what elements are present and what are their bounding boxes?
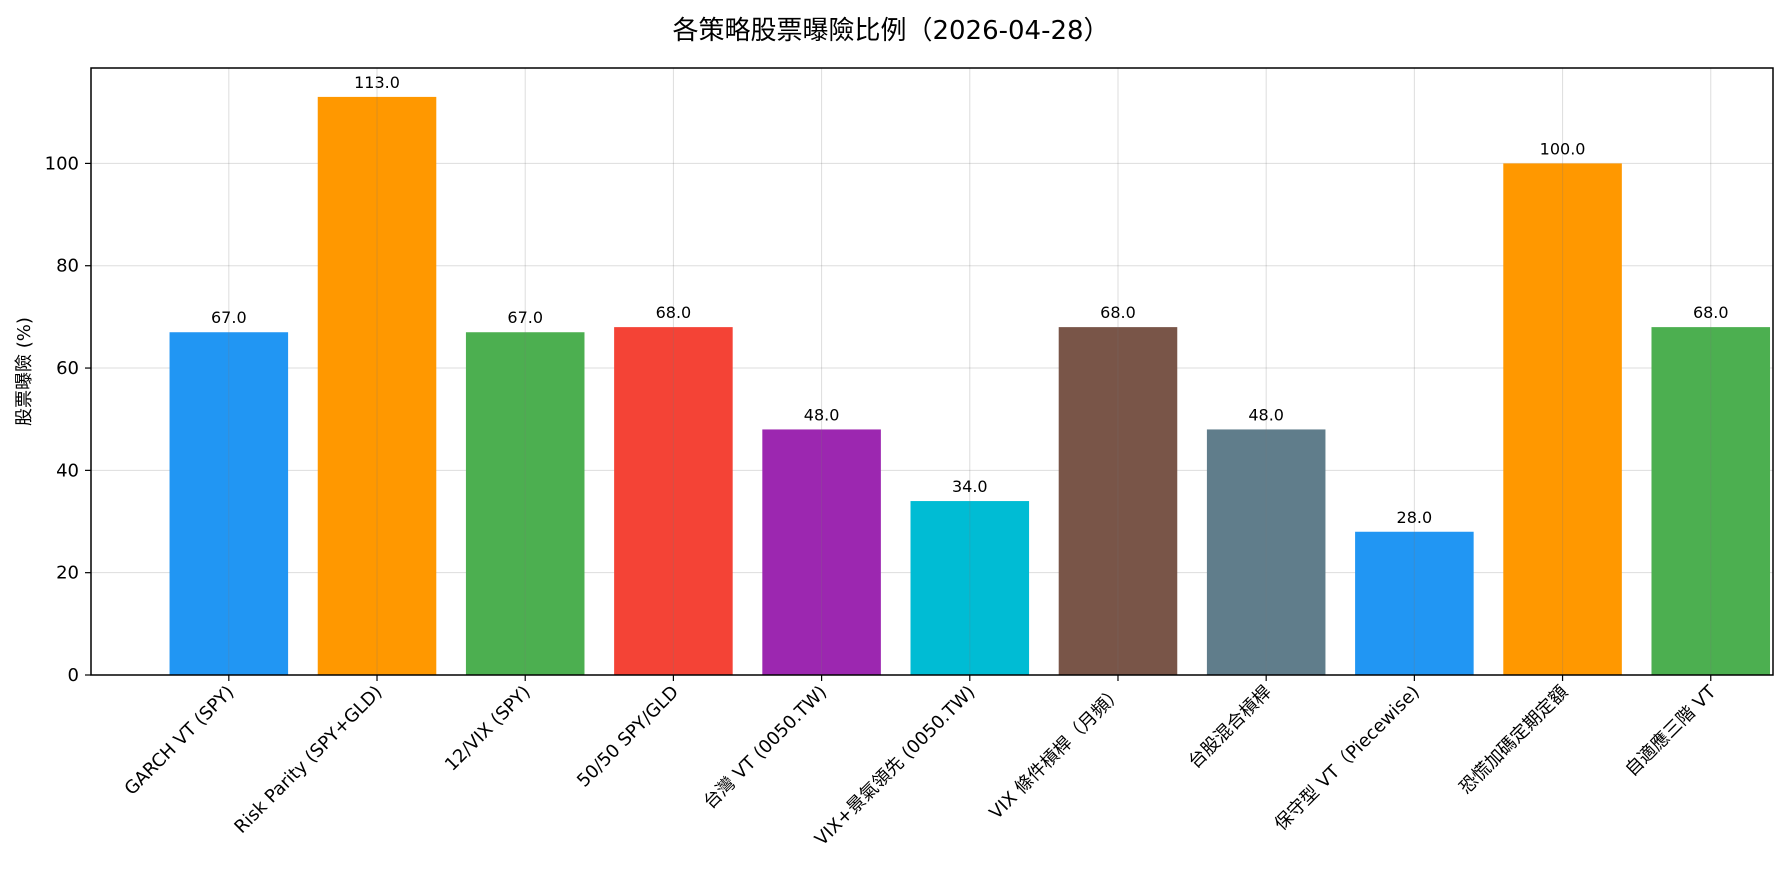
value-label: 68.0	[656, 303, 692, 322]
value-label: 113.0	[354, 73, 400, 92]
plot-frame	[90, 67, 1774, 676]
vertical-grid-layer	[228, 68, 1712, 675]
bar	[465, 332, 585, 675]
bar	[1058, 327, 1178, 675]
bar	[1651, 327, 1771, 675]
y-tick-label: 20	[56, 563, 79, 584]
bars-layer	[169, 96, 1771, 675]
bar	[614, 327, 733, 675]
value-label: 67.0	[507, 308, 543, 327]
value-label: 100.0	[1540, 139, 1586, 158]
y-tick-label: 0	[68, 665, 79, 686]
bar	[762, 429, 881, 675]
chart-title: 各策略股票曝險比例（2026-04-28）	[672, 16, 1110, 46]
y-tick-label: 80	[56, 256, 79, 277]
value-label: 48.0	[1248, 405, 1284, 424]
x-tick-label: 12/VIX (SPY)	[441, 682, 535, 776]
bar	[317, 96, 437, 675]
label-layer: 0 20 40 60 80 100 67.0 GARCH VT (SPY) 113.0 Risk …	[45, 73, 1729, 850]
x-tick-label: VIX+景氣領先 (0050.TW)	[811, 682, 979, 850]
value-label: 68.0	[1100, 303, 1136, 322]
y-tick-label: 40	[56, 460, 79, 481]
x-tick-label: GARCH VT (SPY)	[121, 682, 239, 800]
value-label: 28.0	[1397, 508, 1433, 527]
axis-layer	[85, 162, 1712, 681]
bar	[169, 332, 289, 675]
value-label: 68.0	[1693, 303, 1729, 322]
value-label: 48.0	[804, 405, 840, 424]
x-tick-label: 恐慌加碼定期定額	[1455, 682, 1572, 799]
value-label: 67.0	[211, 308, 247, 327]
y-tick-label: 60	[56, 358, 79, 379]
x-tick-label: 台股混合槓桿	[1184, 682, 1275, 773]
x-tick-label: 保守型 VT（Piecewise)	[1271, 682, 1424, 835]
x-tick-label: 50/50 SPY/GLD	[573, 682, 683, 792]
bar	[910, 501, 1030, 675]
value-label: 34.0	[952, 477, 988, 496]
y-axis-title: 股票曝險 (%)	[14, 317, 35, 426]
bar	[1503, 163, 1622, 675]
x-tick-label: 自適應三階 VT	[1621, 680, 1721, 780]
bar	[1206, 429, 1326, 675]
x-tick-label: Risk Parity (SPY+GLD)	[230, 682, 386, 838]
y-tick-label: 100	[45, 153, 79, 174]
x-tick-label: 台灣 VT (0050.TW)	[700, 682, 832, 814]
bar	[1355, 531, 1474, 675]
x-tick-label: VIX 條件槓桿（月頻）	[986, 682, 1128, 824]
